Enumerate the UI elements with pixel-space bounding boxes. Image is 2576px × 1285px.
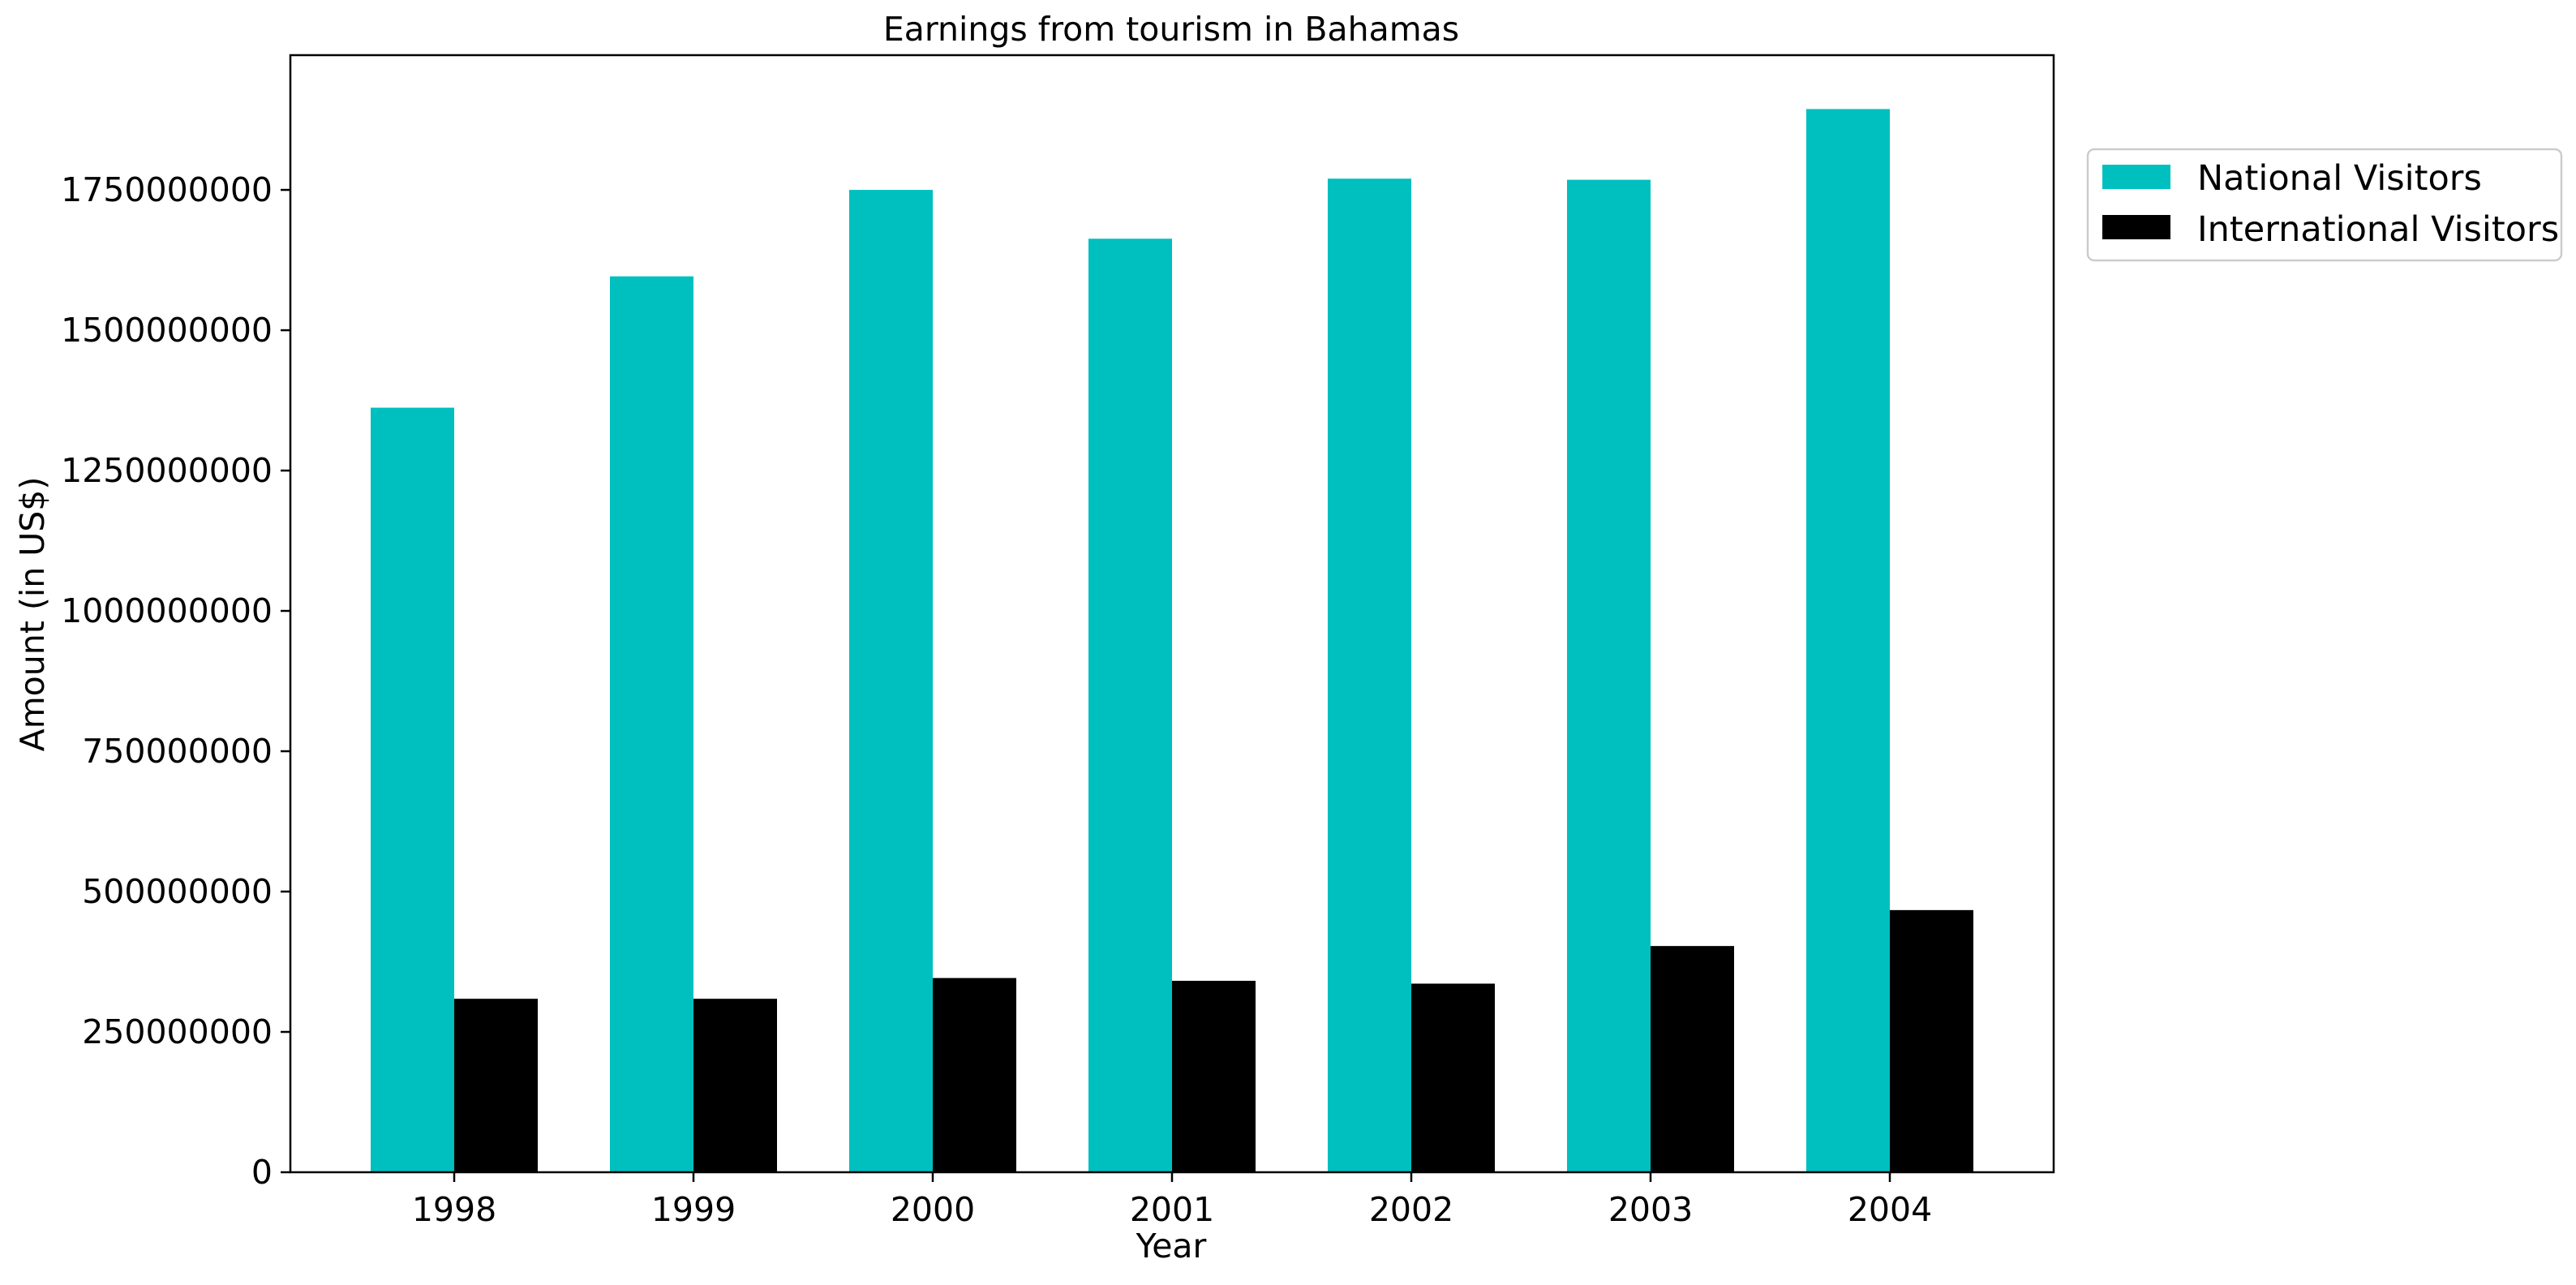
x-tick-label: 2004 <box>1848 1190 1932 1229</box>
legend-frame <box>2086 148 2563 262</box>
y-axis-label: Amount (in US$) <box>13 477 52 752</box>
legend-swatch-international-visitors <box>2102 215 2170 239</box>
legend-label-international-visitors: International Visitors <box>2197 209 2559 250</box>
y-tick-label: 1250000000 <box>61 451 273 490</box>
bars-group <box>371 109 1973 1173</box>
bar-national-2003 <box>1567 179 1651 1172</box>
chart-title: Earnings from tourism in Bahamas <box>883 10 1459 49</box>
y-tick-label: 250000000 <box>82 1012 273 1051</box>
x-tick-label: 2000 <box>891 1190 975 1229</box>
x-tick-label: 2002 <box>1369 1190 1453 1229</box>
x-axis-label: Year <box>1136 1227 1207 1266</box>
bar-international-2002 <box>1411 983 1495 1172</box>
x-tick-label: 2003 <box>1608 1190 1693 1229</box>
x-tick-label: 2001 <box>1130 1190 1214 1229</box>
bar-national-1998 <box>371 407 454 1172</box>
bar-international-2003 <box>1651 946 1734 1172</box>
x-axis: 1998 1999 2000 2001 2002 2003 2004 <box>412 1172 1932 1229</box>
y-tick-label: 1000000000 <box>61 591 273 630</box>
bar-national-2001 <box>1088 239 1172 1172</box>
bar-international-2001 <box>1172 981 1256 1172</box>
y-tick-label: 500000000 <box>82 872 273 911</box>
bar-national-2002 <box>1328 178 1411 1172</box>
y-tick-label: 1750000000 <box>61 170 273 209</box>
bar-national-2004 <box>1806 109 1890 1173</box>
bar-international-2000 <box>933 978 1016 1172</box>
legend-label-national-visitors: National Visitors <box>2197 158 2482 199</box>
bar-international-1999 <box>693 999 777 1172</box>
bar-international-2004 <box>1890 909 1973 1172</box>
y-tick-label: 1500000000 <box>61 311 273 350</box>
legend: National Visitors International Visitors <box>2086 148 2563 262</box>
bar-international-1998 <box>454 999 538 1172</box>
bar-national-2000 <box>849 190 933 1173</box>
y-tick-label: 0 <box>251 1153 273 1192</box>
x-tick-label: 1999 <box>651 1190 736 1229</box>
y-axis: 0 250000000 500000000 750000000 1000000000 12… <box>61 170 290 1192</box>
bar-national-1999 <box>610 276 693 1172</box>
legend-swatch-national-visitors <box>2102 165 2170 189</box>
plot-frame <box>289 54 2055 1174</box>
y-tick-label: 750000000 <box>82 732 273 771</box>
x-tick-label: 1998 <box>412 1190 496 1229</box>
